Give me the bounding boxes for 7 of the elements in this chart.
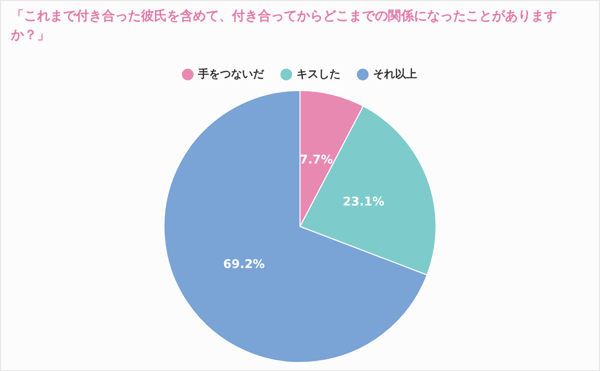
data-label: 23.1% — [342, 194, 384, 209]
legend-label: 手をつないだ — [196, 67, 265, 80]
data-label: 69.2% — [223, 257, 265, 272]
data-label: 7.7% — [300, 152, 333, 167]
chart-title: 「これまで付き合った彼氏を含めて、付き合ってからどこまでの関係になったことがありますか？」 — [11, 8, 558, 45]
legend-label: それ以上 — [372, 67, 417, 80]
legend-label: キスした — [296, 67, 340, 80]
